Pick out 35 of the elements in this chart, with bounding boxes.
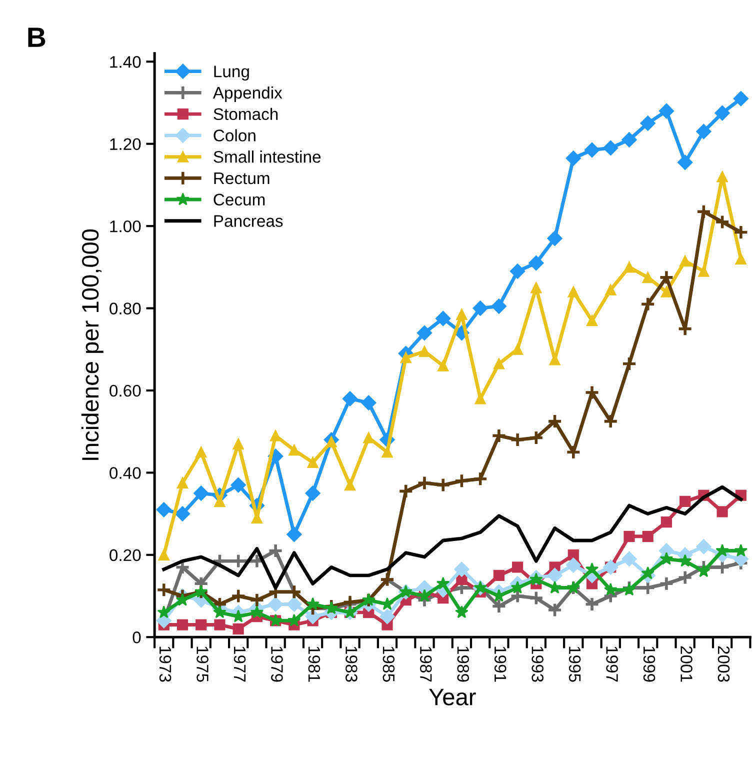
legend-label: Rectum [214, 172, 270, 184]
x-tick-label: 1991 [494, 646, 506, 682]
legend-label: Colon [214, 129, 256, 142]
x-tick-label: 1981 [308, 646, 320, 682]
x-tick-label: 1997 [606, 646, 618, 682]
legend-label: Appendix [212, 86, 282, 102]
x-tick-label: 1979 [271, 646, 283, 682]
x-tick-label: 2003 [718, 646, 730, 682]
legend-label: Lung [214, 66, 249, 81]
x-tick-label: 1993 [532, 646, 544, 682]
y-tick-label: 1.20 [110, 138, 141, 150]
x-tick-label: 1987 [420, 646, 432, 682]
x-tick-label: 1983 [346, 646, 358, 682]
x-tick-label: 2001 [680, 646, 692, 682]
legend-label: Small intestine [214, 150, 321, 163]
legend-label: Cecum [214, 194, 265, 206]
y-tick-label: 1.40 [110, 56, 141, 68]
x-axis-title: Year [429, 688, 476, 706]
chart-title: B [28, 28, 46, 47]
y-tick-label: 0.20 [110, 549, 141, 562]
x-tick-label: 1977 [234, 646, 246, 682]
y-tick-label: 0 [132, 632, 141, 644]
y-tick-label: 0.40 [110, 467, 141, 479]
x-tick-label: 1989 [457, 646, 470, 682]
x-tick-label: 1975 [196, 646, 208, 682]
x-tick-label: 1985 [382, 646, 395, 682]
y-tick-label: 0.80 [110, 302, 141, 314]
y-tick-label: 0.60 [110, 384, 141, 397]
x-tick-label: 1999 [643, 646, 656, 682]
y-axis-title: Incidence per 100,000 [81, 229, 104, 460]
x-tick-label: 1973 [159, 646, 172, 682]
legend-label: Stomach [214, 108, 278, 120]
y-tick-label: 1.00 [110, 220, 141, 232]
legend-label: Pancreas [214, 215, 283, 227]
x-tick-label: 1995 [568, 646, 581, 682]
